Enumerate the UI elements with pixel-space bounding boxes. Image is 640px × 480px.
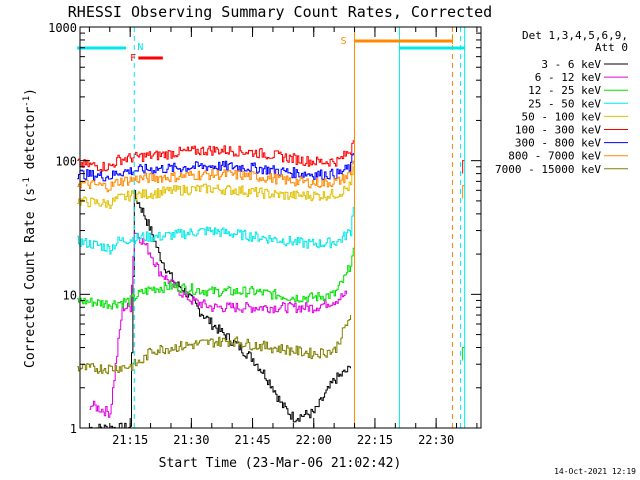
legend-label-6: 300 - 800 keV bbox=[515, 137, 601, 150]
legend-label-7: 800 - 7000 keV bbox=[508, 150, 601, 163]
y-axis-label-sup2: -1 bbox=[22, 96, 32, 107]
y-axis-label: Corrected Count Rate (s-1 detector-1) bbox=[22, 88, 38, 368]
flag-label-s: S bbox=[341, 36, 347, 47]
series-line-0 bbox=[89, 190, 351, 429]
plot-area: NF S 1 10 100 1000 21:15 21:30 21:45 22:00 22:15 22… bbox=[48, 21, 482, 447]
flag-label-n: N bbox=[137, 42, 143, 53]
chart-title: RHESSI Observing Summary Count Rates, Co… bbox=[68, 3, 492, 21]
x-tick-label: 21:45 bbox=[234, 433, 270, 447]
legend-title-attenuator: Att 0 bbox=[595, 41, 628, 54]
legend-label-8: 7000 - 15000 keV bbox=[495, 163, 601, 176]
series-line-1 bbox=[89, 232, 347, 418]
y-tick-label: 1 bbox=[70, 422, 77, 436]
x-tick-label: 22:30 bbox=[418, 433, 454, 447]
y-axis-label-part1: Corrected Count Rate (s bbox=[23, 188, 38, 368]
series-line-7 bbox=[77, 150, 355, 193]
series-line-3 bbox=[77, 190, 355, 255]
plot-frame bbox=[79, 26, 482, 429]
y-axis-label-part3: ) bbox=[23, 88, 38, 96]
y-axis-label-part2: detector bbox=[23, 107, 38, 178]
series-line-8 bbox=[77, 315, 351, 375]
legend-title-detectors: Det 1,3,4,5,6,9, bbox=[522, 29, 628, 42]
legend-label-2: 12 - 25 keV bbox=[528, 84, 601, 97]
legend-label-4: 50 - 100 keV bbox=[522, 110, 602, 123]
timestamp: 14-Oct-2021 12:19 bbox=[554, 467, 636, 476]
flag-label-f: F bbox=[130, 53, 136, 64]
x-axis-label: Start Time (23-Mar-06 21:02:42) bbox=[159, 456, 402, 471]
y-axis-label-sup1: -1 bbox=[22, 177, 32, 188]
x-tick-label: 21:30 bbox=[173, 433, 209, 447]
y-tick-label: 1000 bbox=[48, 21, 77, 35]
x-tick-label: 22:00 bbox=[296, 433, 332, 447]
series-post-gap-5 bbox=[462, 160, 465, 174]
legend-label-0: 3 - 6 keV bbox=[541, 58, 601, 71]
legend-label-5: 100 - 300 keV bbox=[515, 124, 601, 137]
series-post-gap-2 bbox=[462, 347, 465, 361]
series-line-6 bbox=[77, 145, 355, 182]
series-line-4 bbox=[77, 160, 355, 209]
y-tick-label: 10 bbox=[63, 288, 77, 302]
y-tick-label: 100 bbox=[55, 155, 77, 169]
x-tick-label: 21:15 bbox=[112, 433, 148, 447]
legend-label-1: 6 - 12 keV bbox=[535, 71, 602, 84]
x-tick-label: 22:15 bbox=[357, 433, 393, 447]
series-post-gap-7 bbox=[462, 185, 465, 199]
series-line-5 bbox=[77, 128, 355, 172]
series-line-2 bbox=[77, 247, 355, 310]
legend-label-3: 25 - 50 keV bbox=[528, 97, 601, 110]
